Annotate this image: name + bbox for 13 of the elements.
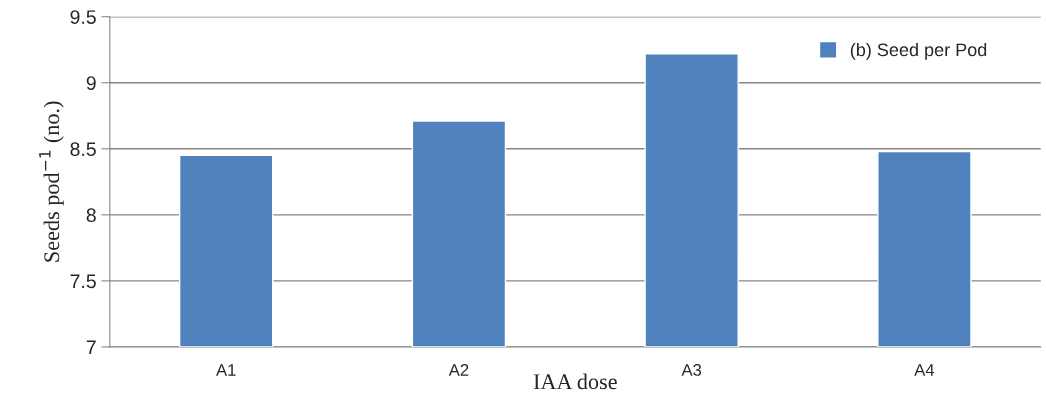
y-axis-title: Seeds pod$^{−1}$ (no.)	[39, 101, 64, 262]
y-tick-label: 9.5	[70, 10, 96, 24]
x-tick-label: A4	[914, 364, 935, 376]
x-tick-label: A1	[216, 364, 236, 376]
y-tick-label: 7.5	[70, 274, 96, 289]
x-tick-label: A2	[448, 364, 469, 376]
y-tick-label: 8	[86, 208, 96, 223]
x-axis-title: IAA dose	[533, 373, 617, 390]
y-tick-label: 8.5	[70, 142, 96, 157]
x-tick-label: A3	[681, 364, 702, 376]
y-tick-label: 7	[86, 340, 96, 354]
y-tick-label: 9	[86, 76, 96, 90]
legend-label: (b) Seed per Pod	[850, 42, 987, 60]
